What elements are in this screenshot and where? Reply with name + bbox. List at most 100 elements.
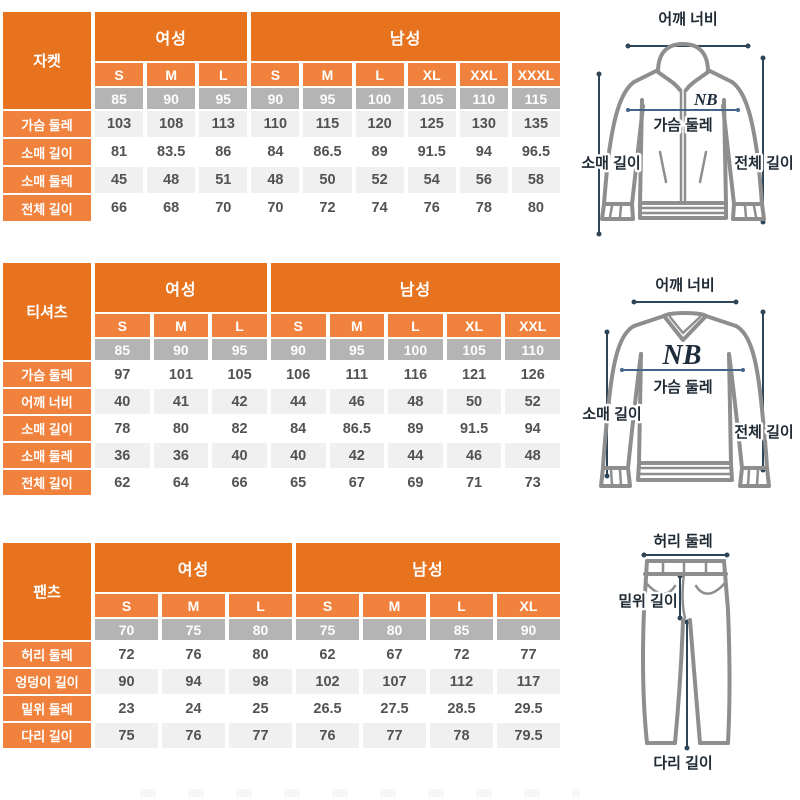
gender-header: 남성 xyxy=(270,263,560,312)
measurement-value: 80 xyxy=(153,416,209,441)
measurement-value: 71 xyxy=(446,470,502,495)
measurement-value: 86.5 xyxy=(329,416,385,441)
size-number-header: 115 xyxy=(511,88,560,109)
measurement-value: 27.5 xyxy=(363,696,426,721)
measurement-value: 72 xyxy=(303,195,352,221)
size-number-header: 105 xyxy=(407,88,456,109)
measurement-value: 98 xyxy=(229,669,292,694)
table-title: 자켓 xyxy=(3,12,91,109)
size-letter-header: XL xyxy=(446,314,502,337)
gender-header: 남성 xyxy=(296,543,560,592)
chest-dimension-line xyxy=(620,368,745,372)
leg-length-label: 다리 길이 xyxy=(653,755,712,772)
gender-header: 남성 xyxy=(251,12,560,61)
cut-off-next-row-remnant xyxy=(140,789,580,797)
size-letter-header: M xyxy=(162,594,225,617)
measurement-value: 52 xyxy=(505,389,560,414)
shoulder-width-label: 어깨 너비 xyxy=(655,277,714,294)
measurement-value: 94 xyxy=(162,669,225,694)
measurement-value: 72 xyxy=(430,642,493,667)
chest-label: 가슴 둘레 xyxy=(653,117,712,134)
measurement-value: 80 xyxy=(229,642,292,667)
measurement-value: 50 xyxy=(446,389,502,414)
measurement-value: 102 xyxy=(296,669,359,694)
rise-length-label: 밑위 길이 xyxy=(618,592,677,610)
measurement-value: 24 xyxy=(162,696,225,721)
measurement-row-label: 소매 둘레 xyxy=(3,443,91,468)
measurement-value: 67 xyxy=(363,642,426,667)
tshirt-diagram: NB 어깨 너비 가슴 둘레 소매 길이 전체 길이 xyxy=(580,275,796,488)
measurement-value: 76 xyxy=(162,723,225,748)
gender-header: 여성 xyxy=(95,12,248,61)
size-number-header: 95 xyxy=(199,88,248,109)
measurement-value: 84 xyxy=(251,139,300,165)
measurement-row-label: 가슴 둘레 xyxy=(3,362,91,387)
size-number-header: 85 xyxy=(430,619,493,640)
measurement-value: 126 xyxy=(505,362,560,387)
measurement-value: 103 xyxy=(95,111,144,137)
measurement-value: 76 xyxy=(296,723,359,748)
measurement-value: 121 xyxy=(446,362,502,387)
measurement-value: 97 xyxy=(95,362,150,387)
measurement-value: 23 xyxy=(95,696,158,721)
measurement-row-label: 엉덩이 길이 xyxy=(3,669,91,694)
size-number-header: 70 xyxy=(95,619,158,640)
measurement-value: 107 xyxy=(363,669,426,694)
measurement-value: 76 xyxy=(407,195,456,221)
measurement-value: 112 xyxy=(430,669,493,694)
measurement-value: 42 xyxy=(212,389,267,414)
measurement-value: 64 xyxy=(153,470,209,495)
measurement-value: 48 xyxy=(251,167,300,193)
measurement-value: 84 xyxy=(270,416,326,441)
size-letter-header: XXXL xyxy=(511,63,560,86)
size-letter-header: L xyxy=(199,63,248,86)
size-letter-header: S xyxy=(95,314,150,337)
measurement-value: 110 xyxy=(251,111,300,137)
size-number-header: 90 xyxy=(497,619,560,640)
size-letter-header: L xyxy=(388,314,443,337)
measurement-value: 86 xyxy=(199,139,248,165)
measurement-value: 105 xyxy=(212,362,267,387)
measurement-value: 115 xyxy=(303,111,352,137)
measurement-value: 58 xyxy=(511,167,560,193)
size-letter-header: L xyxy=(229,594,292,617)
measurement-value: 48 xyxy=(505,443,560,468)
measurement-value: 44 xyxy=(388,443,443,468)
size-number-header: 75 xyxy=(296,619,359,640)
measurement-value: 73 xyxy=(505,470,560,495)
measurement-value: 62 xyxy=(95,470,150,495)
size-number-header: 90 xyxy=(153,339,209,360)
measurement-value: 26.5 xyxy=(296,696,359,721)
measurement-value: 81 xyxy=(95,139,144,165)
size-letter-header: L xyxy=(430,594,493,617)
measurement-value: 77 xyxy=(229,723,292,748)
size-letter-header: XXL xyxy=(505,314,560,337)
measurement-value: 91.5 xyxy=(407,139,456,165)
measurement-value: 48 xyxy=(147,167,196,193)
size-letter-header: S xyxy=(270,314,326,337)
measurement-value: 94 xyxy=(459,139,508,165)
measurement-value: 135 xyxy=(511,111,560,137)
measurement-value: 44 xyxy=(270,389,326,414)
pants-diagram: 허리 둘레 밑위 길이 다리 길이 xyxy=(616,531,732,775)
measurement-value: 90 xyxy=(95,669,158,694)
measurement-value: 68 xyxy=(147,195,196,221)
jacket-size-table: 자켓 여성 남성 S M L S M L XL XXL XXXL 85 90 95 90 95 100 105 110… xyxy=(3,12,560,221)
measurement-value: 77 xyxy=(363,723,426,748)
size-letter-header: S xyxy=(95,63,144,86)
measurement-row-label: 다리 길이 xyxy=(3,723,91,748)
measurement-value: 41 xyxy=(153,389,209,414)
size-letter-header: XXL xyxy=(459,63,508,86)
size-letter-header: S xyxy=(251,63,300,86)
measurement-value: 101 xyxy=(153,362,209,387)
measurement-value: 78 xyxy=(430,723,493,748)
measurement-row-label: 밑위 둘레 xyxy=(3,696,91,721)
size-number-header: 105 xyxy=(446,339,502,360)
measurement-row-label: 전체 길이 xyxy=(3,470,91,495)
measurement-value: 50 xyxy=(303,167,352,193)
measurement-row-label: 어깨 너비 xyxy=(3,389,91,414)
measurement-value: 25 xyxy=(229,696,292,721)
size-number-header: 100 xyxy=(355,88,404,109)
nb-logo: NB xyxy=(693,90,718,109)
size-number-header: 95 xyxy=(212,339,267,360)
